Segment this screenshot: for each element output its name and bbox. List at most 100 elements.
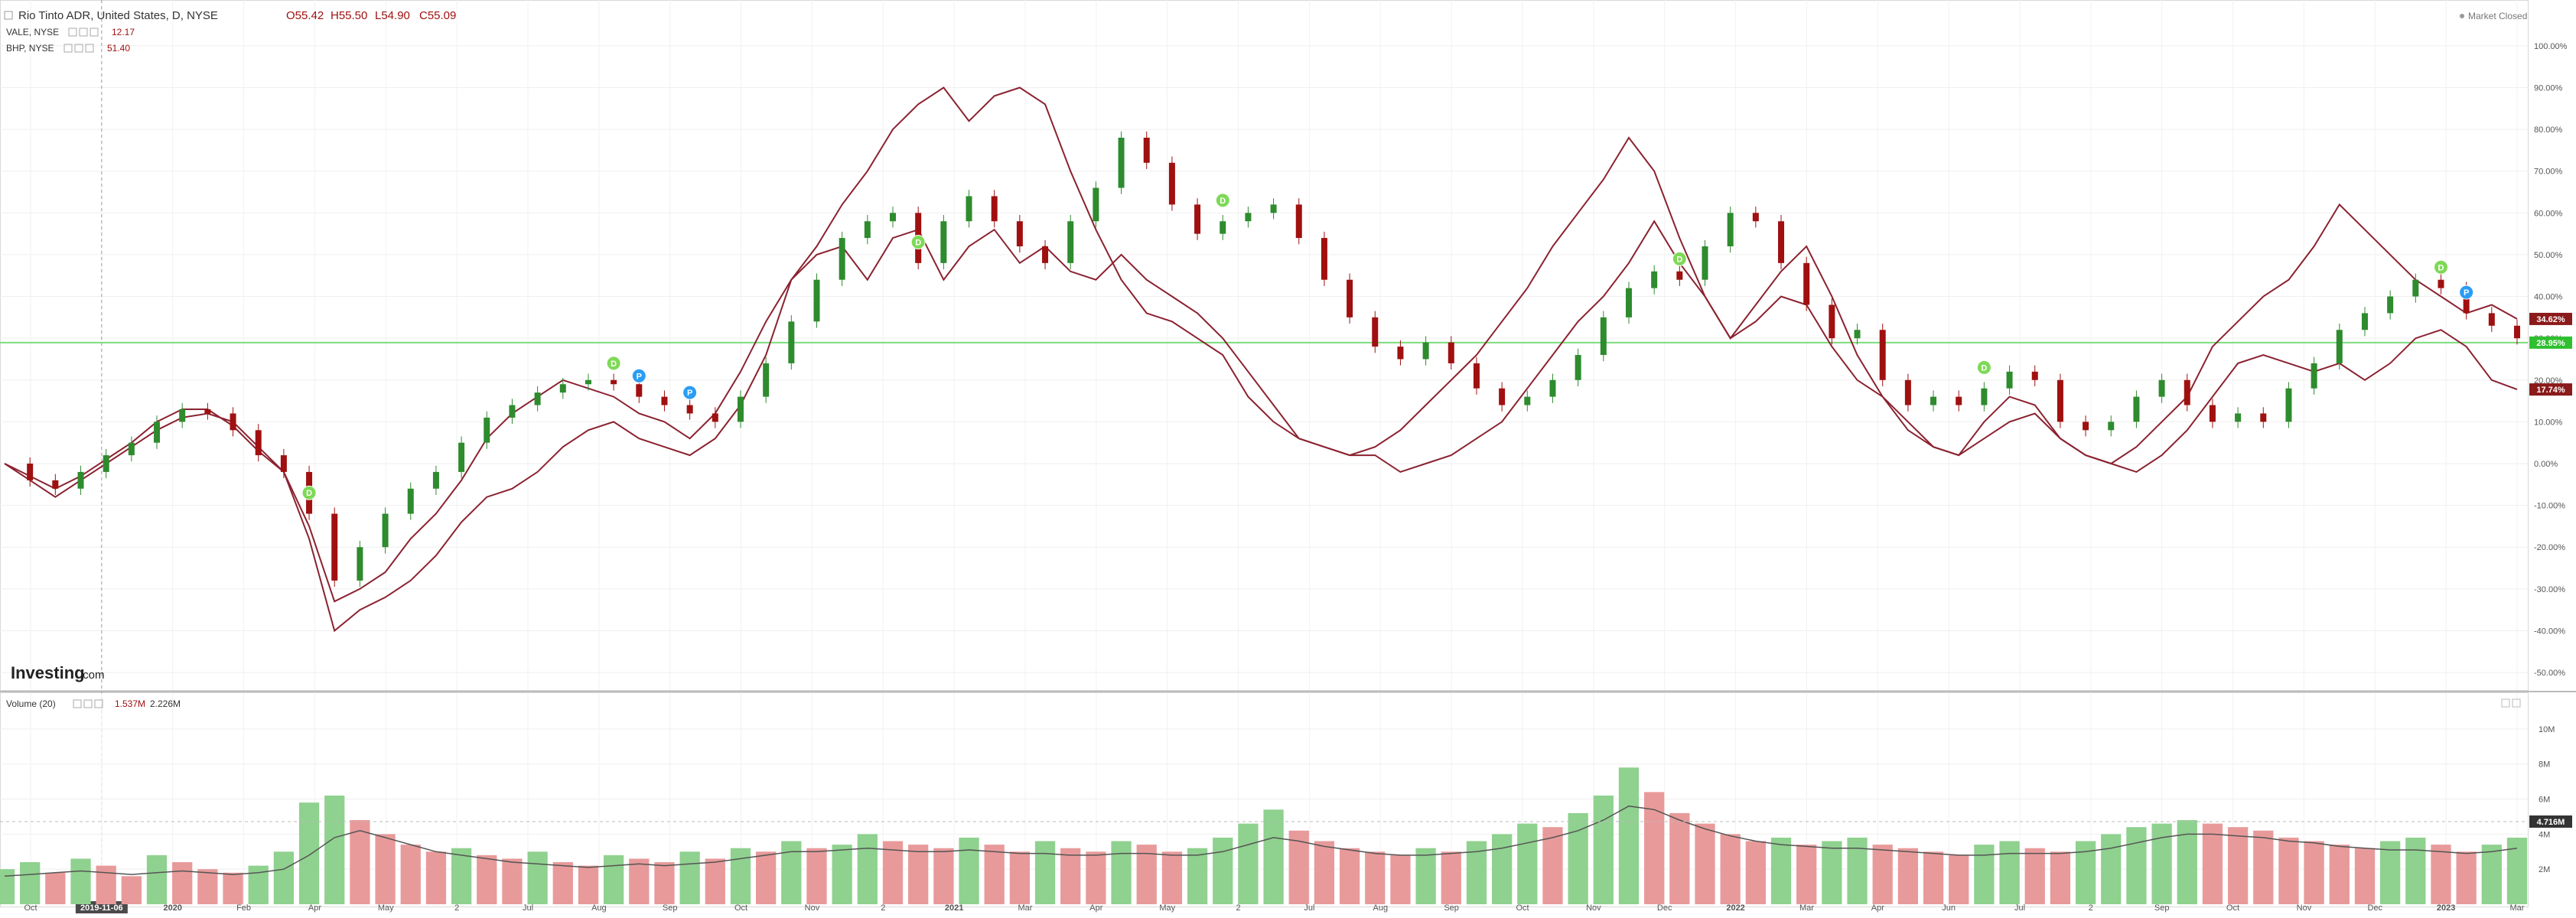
volume-bar <box>2329 845 2350 904</box>
last-value-text: 17.74% <box>2536 386 2565 395</box>
candle-body <box>737 396 744 422</box>
volume-bar <box>2380 841 2401 904</box>
event-marker[interactable] <box>631 368 646 383</box>
compare2-hide-icon[interactable] <box>74 44 83 53</box>
volume-bar <box>1136 845 1157 904</box>
volume-close-icon[interactable] <box>94 699 103 708</box>
volume-bar <box>629 858 650 904</box>
time-tick-label: Oct <box>734 903 747 913</box>
event-marker[interactable] <box>1672 251 1687 266</box>
volume-bar <box>1669 812 1690 904</box>
candle-body <box>1981 388 1988 405</box>
candle-body <box>357 547 363 581</box>
candle-body <box>407 488 414 514</box>
candle-body <box>788 321 795 363</box>
volume-bar <box>527 851 548 904</box>
candle-body <box>484 417 490 443</box>
logo-suffix: .com <box>80 669 105 682</box>
compare1-close-icon[interactable] <box>90 28 99 37</box>
volume-bar <box>1822 841 1842 904</box>
time-tick-label: Oct <box>24 903 37 913</box>
candle-body <box>1220 221 1226 234</box>
candle-body <box>966 196 972 222</box>
volume-hide-icon[interactable] <box>83 699 93 708</box>
candle-body <box>458 442 465 472</box>
candle-body <box>1093 187 1099 222</box>
volume-bar <box>2202 823 2223 904</box>
candle-body <box>280 455 287 472</box>
volume-bar <box>857 834 878 904</box>
candle-body <box>1904 379 1911 405</box>
volume-bar <box>1745 841 1766 904</box>
event-marker-letter: P <box>687 389 692 398</box>
volume-bar <box>1897 848 1919 904</box>
volume-bar <box>1339 848 1360 904</box>
event-marker[interactable] <box>1976 360 1991 375</box>
event-marker[interactable] <box>606 356 621 371</box>
candle-body <box>382 513 389 548</box>
candle-body <box>1549 379 1556 397</box>
event-marker[interactable] <box>682 385 698 400</box>
compare2-close-icon[interactable] <box>85 44 94 53</box>
compare2-settings-icon[interactable] <box>64 44 73 53</box>
volume-bar <box>1542 827 1563 904</box>
compare1-settings-icon[interactable] <box>68 28 77 37</box>
candle-body <box>204 409 211 414</box>
candle-body <box>1524 396 1531 405</box>
main-symbol-title[interactable]: Rio Tinto ADR, United States, D, NYSE <box>18 9 218 22</box>
candle-body <box>2285 388 2292 422</box>
volume-bar <box>1009 851 1031 904</box>
event-marker[interactable] <box>2459 285 2474 300</box>
volume-title[interactable]: Volume (20) <box>6 698 56 709</box>
compare1-hide-icon[interactable] <box>79 28 88 37</box>
candle-body <box>585 379 591 385</box>
candle-body <box>2209 405 2216 422</box>
volume-bar <box>705 858 725 904</box>
volume-bar <box>273 851 295 904</box>
volume-ma-path <box>4 805 2518 877</box>
volume-bar <box>2304 841 2324 904</box>
volume-bar <box>908 845 929 904</box>
compare1-name[interactable]: VALE, NYSE <box>6 27 59 37</box>
time-tick-label: Sep <box>2154 903 2170 913</box>
volume-bar <box>1618 767 1640 904</box>
compare2-name[interactable]: BHP, NYSE <box>6 43 54 54</box>
volume-bar <box>832 845 852 904</box>
volume-bar <box>2177 820 2197 904</box>
volume-bar <box>2278 837 2299 904</box>
candle-body <box>1118 138 1125 188</box>
volume-bar <box>1365 851 1386 904</box>
last-value-text: 28.95% <box>2536 339 2565 348</box>
event-marker[interactable] <box>301 485 317 500</box>
pane-maximize-icon[interactable] <box>2501 698 2510 708</box>
candle-body <box>763 363 770 397</box>
pane-close-icon[interactable] <box>2512 698 2521 708</box>
volume-bar <box>45 872 66 904</box>
volume-bar <box>0 869 15 904</box>
candle-body <box>1778 221 1785 263</box>
event-marker[interactable] <box>2433 259 2448 275</box>
compare-line-vale <box>4 220 2518 633</box>
time-tick-label: Jun <box>1942 903 1956 913</box>
volume-settings-icon[interactable] <box>73 699 82 708</box>
time-tick-label: 2023 <box>2437 903 2455 913</box>
event-marker[interactable] <box>1215 193 1230 208</box>
candle-body <box>1042 246 1049 263</box>
volume-bar <box>603 855 624 904</box>
candle-body <box>1321 238 1327 280</box>
compare2-value: 51.40 <box>107 43 130 54</box>
candle-body <box>1752 213 1759 222</box>
event-marker[interactable] <box>910 235 926 250</box>
volume-axis: 10M 8M 6M 4M 2M <box>2539 725 2555 874</box>
volume-bar <box>2506 837 2528 904</box>
event-marker-letter: D <box>2438 263 2444 272</box>
collapse-legend-icon[interactable] <box>4 11 13 20</box>
volume-bar <box>1060 848 1081 904</box>
time-tick-label: Nov <box>2297 903 2312 913</box>
candle-body <box>813 279 820 322</box>
price-tick-label: 20.00% <box>2534 376 2563 386</box>
candle-body <box>27 464 34 480</box>
volume-bar <box>70 858 91 904</box>
candle-body <box>1473 363 1480 389</box>
